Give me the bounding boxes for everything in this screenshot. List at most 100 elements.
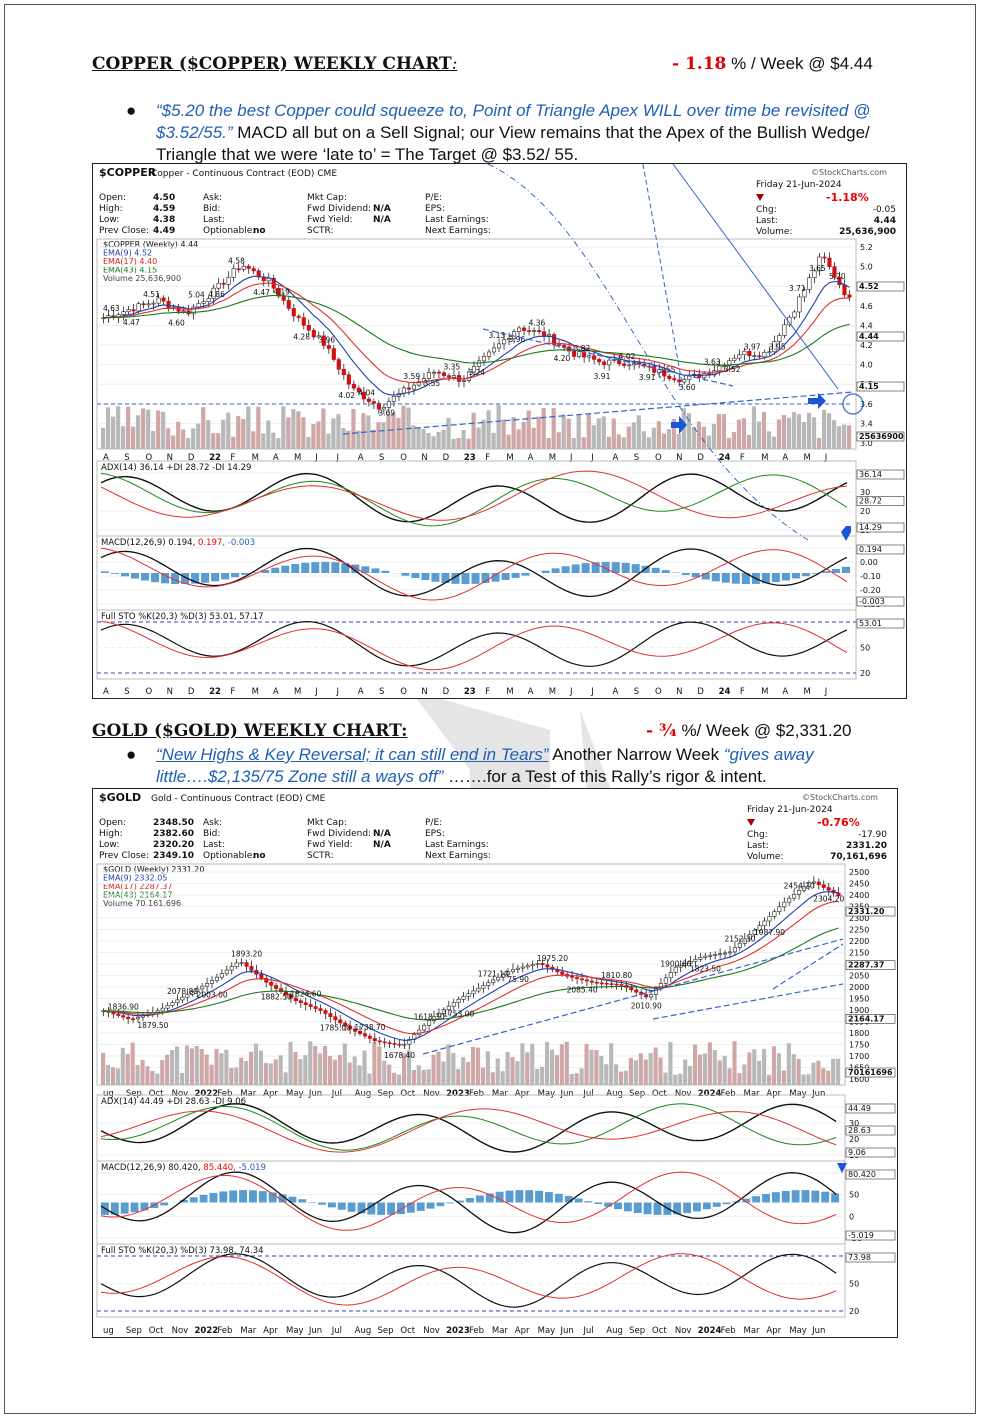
price-label: 3.24 (469, 368, 486, 377)
macd-histogram-bar (171, 573, 180, 584)
candle-body (195, 988, 200, 992)
quote-field: EPS: (425, 829, 445, 839)
price-label: 1882.50 (261, 992, 292, 1001)
candle-body (446, 1005, 451, 1010)
volume-bar (416, 428, 421, 449)
candle-body (387, 1042, 392, 1044)
macd-histogram-bar (367, 1202, 376, 1215)
volume-bar (441, 1061, 446, 1085)
volume-bar (521, 421, 526, 449)
candle-body (587, 355, 592, 358)
axis-tag-value: 4.44 (859, 332, 879, 341)
gold-weekly-chart: $GOLD Gold - Continuous Contract (EOD) CM… (92, 788, 898, 1338)
month-tick-label: J (314, 453, 318, 463)
volume-bar (296, 411, 301, 449)
macd-histogram-bar (722, 1202, 731, 1205)
candle-body (481, 356, 487, 362)
candle-body (832, 266, 837, 278)
macd-histogram-bar (411, 573, 420, 578)
candle-body (677, 379, 682, 383)
triangle-support-line (342, 391, 854, 435)
candle-body (506, 338, 512, 340)
month-tick-label: Aug (355, 1089, 372, 1099)
candle-body (281, 295, 286, 301)
candle-body (279, 988, 284, 992)
price-label: 1975.20 (537, 954, 568, 963)
volume-bar (530, 1043, 535, 1085)
volume-bar (584, 1043, 589, 1085)
axis-tag-box (845, 906, 896, 917)
candle-body (644, 994, 649, 998)
volume-bar (110, 1067, 115, 1085)
axis-tag-box (845, 1230, 896, 1241)
month-tick-label: Jul (331, 1089, 342, 1099)
adx-label: ADX(14) 36.14 +DI 28.72 -DI 14.29 (101, 463, 251, 473)
quote-field: N/A (373, 204, 391, 214)
month-tick-label: Sep (378, 1326, 394, 1336)
volume-bar (663, 1072, 668, 1085)
axis-tag-box (856, 496, 905, 506)
gold-weekly-change: - ¾ %/ Week @ $2,331.20 (646, 721, 852, 741)
candle-body (286, 300, 291, 309)
quote-field: Last Earnings: (425, 840, 489, 850)
volume-bar (204, 1054, 209, 1085)
volume-bar (229, 1068, 234, 1085)
macd-histogram-bar (831, 1193, 840, 1203)
candle-body (303, 1002, 308, 1005)
volume-bar (475, 1047, 481, 1085)
month-tick-label: May (286, 1326, 304, 1336)
volume-bar (716, 414, 722, 449)
candle-body (201, 301, 206, 304)
month-tick-label: O (655, 453, 662, 463)
candle-body (757, 355, 762, 358)
volume-bar (495, 1058, 500, 1085)
axis-tag-value: 2331.20 (848, 907, 885, 916)
macd-histogram-bar (229, 1190, 238, 1203)
candle-body (772, 341, 777, 353)
candle-body (792, 893, 797, 899)
month-tick-label: O (145, 687, 152, 697)
annotation-arrow (672, 164, 839, 390)
volume-bar (311, 424, 316, 449)
volume-bar (327, 1055, 333, 1085)
candle-body (782, 901, 787, 908)
volume-bar (266, 420, 271, 449)
macd-histogram-bar (361, 566, 370, 573)
volume-bar (416, 1065, 421, 1085)
quote-field-value: 2331.20 (846, 841, 887, 851)
volume-bar (461, 1057, 466, 1085)
chart-date: Friday 21-Jun-2024 (756, 180, 842, 190)
quote-field-label: Last: (756, 216, 778, 226)
candle-body (276, 287, 281, 297)
sto-label: Full STO %K(20,3) %D(3) 53.01, 57.17 (101, 612, 264, 622)
candle-body (822, 256, 827, 259)
candle-body (249, 966, 254, 971)
macd-histogram-bar (594, 1202, 603, 1204)
month-tick-label: May (789, 1089, 807, 1099)
axis-tag-box (845, 1125, 896, 1136)
price-label: 1785.00 (320, 1024, 351, 1033)
volume-bar (471, 1046, 476, 1085)
candle-body (667, 375, 672, 379)
candle-body (401, 387, 406, 394)
quote-field: 4.50 (153, 193, 175, 203)
volume-bar (604, 1064, 609, 1085)
macd-histogram-bar (181, 573, 190, 585)
sto-tag-value: 53.01 (859, 619, 882, 628)
price-label: 1721.10 (478, 970, 509, 979)
price-label: 4.02 (619, 352, 636, 361)
month-tick-label: D (188, 687, 195, 697)
quote-field: Next Earnings: (425, 226, 491, 236)
quote-field: High: (99, 204, 123, 214)
candle-body (206, 298, 211, 302)
sto-label: Full STO %K(20,3) %D(3) 73.98, 74.34 (101, 1246, 264, 1256)
quote-field-value: 4.44 (874, 216, 896, 226)
volume-bar (318, 1053, 323, 1085)
bullet-dot-icon: ● (126, 101, 137, 120)
month-tick-label: Feb (217, 1326, 232, 1336)
volume-bar (721, 414, 727, 449)
sto-line (100, 1253, 837, 1308)
volume-bar (623, 1070, 629, 1085)
quote-field: Next Earnings: (425, 851, 491, 861)
macd-down-arrow-icon (841, 526, 851, 541)
